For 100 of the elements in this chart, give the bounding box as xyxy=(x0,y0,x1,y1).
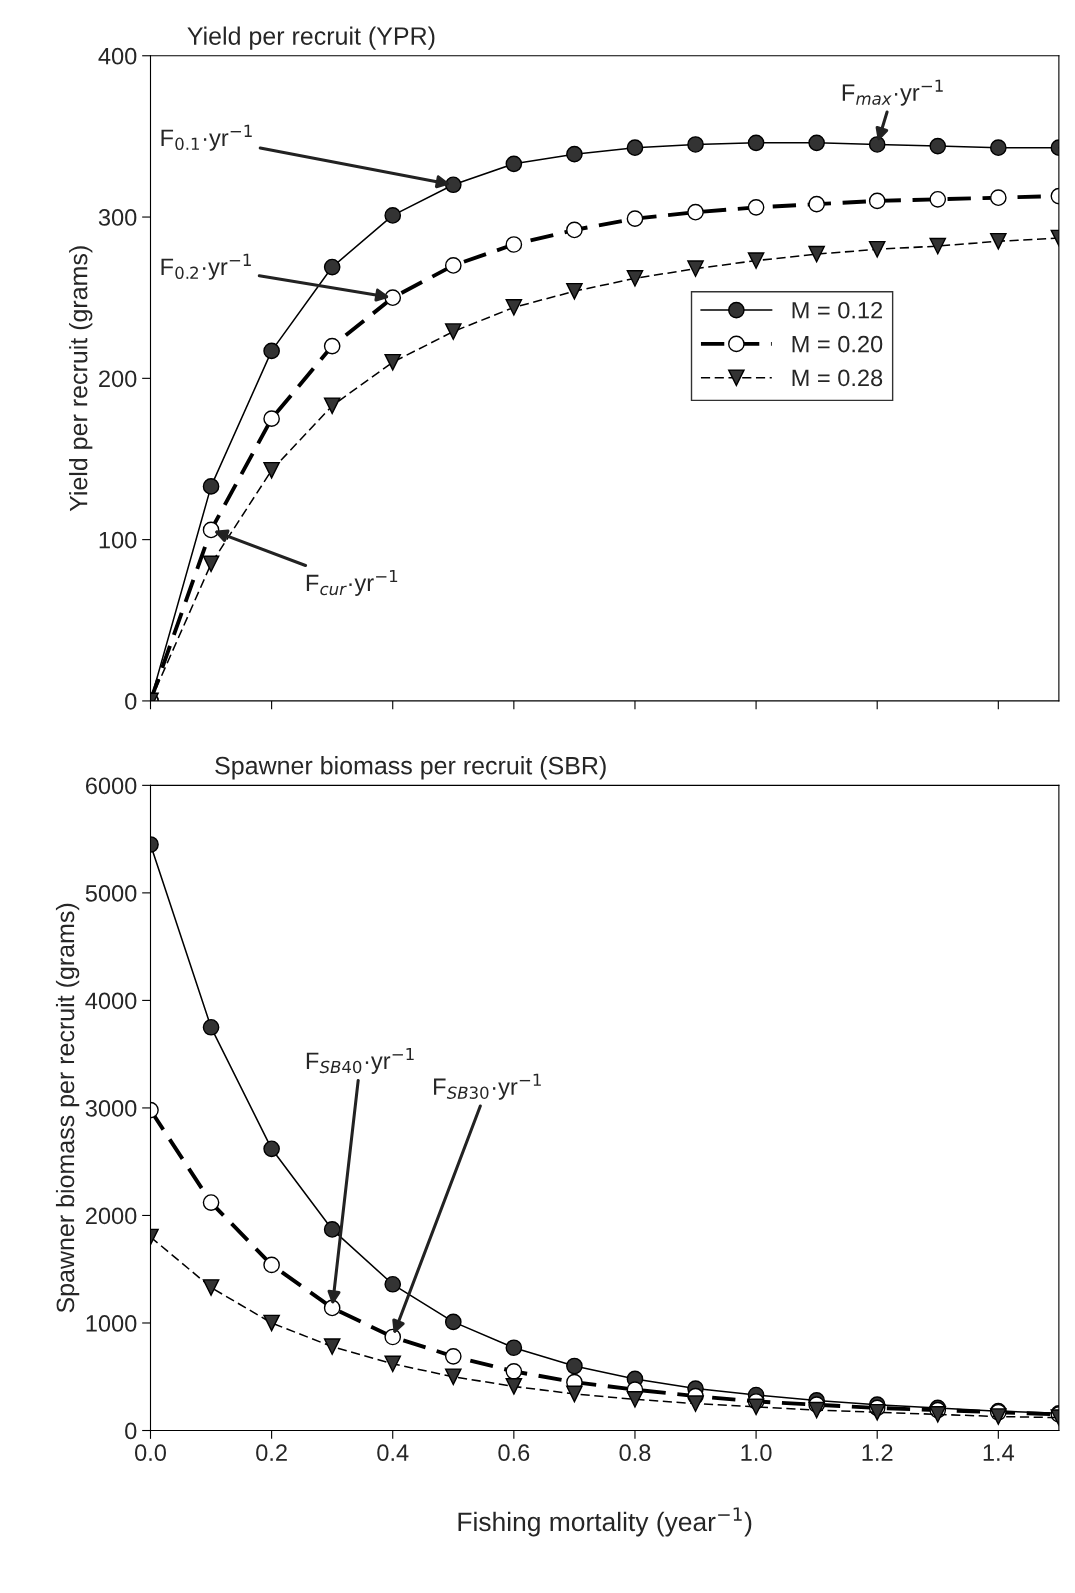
point xyxy=(444,176,462,194)
point xyxy=(808,195,825,213)
point xyxy=(626,270,644,287)
point xyxy=(323,337,341,355)
point xyxy=(687,203,704,221)
point xyxy=(687,1395,704,1412)
point xyxy=(929,237,947,255)
legend-label: M = 0.20 xyxy=(792,335,883,353)
point xyxy=(747,199,765,216)
point xyxy=(444,1313,462,1331)
point xyxy=(384,353,402,371)
point xyxy=(384,207,402,224)
x-tick-label: 1.0 xyxy=(741,1444,772,1462)
point xyxy=(263,1140,280,1158)
point xyxy=(202,521,220,539)
x-tick-label: 0.4 xyxy=(377,1444,409,1462)
point xyxy=(263,410,280,427)
point xyxy=(747,252,765,269)
annotation: F$_{0.1}$·yr$^{−1}$ xyxy=(161,124,252,151)
point xyxy=(929,1406,947,1423)
point xyxy=(323,258,341,276)
y-tick-label: 1000 xyxy=(86,1315,137,1332)
legend-label: M = 0.28 xyxy=(792,369,883,387)
point xyxy=(989,1408,1007,1425)
point xyxy=(202,478,220,495)
point xyxy=(989,139,1007,157)
legend-label: M = 0.12 xyxy=(792,301,883,319)
point xyxy=(626,139,644,157)
point xyxy=(323,1221,341,1238)
point xyxy=(384,289,402,307)
point xyxy=(202,555,220,573)
annotation: F$_{cur}$·yr$^{−1}$ xyxy=(306,569,398,596)
point xyxy=(566,1385,583,1403)
point xyxy=(808,134,825,152)
x-tick-label: 0.2 xyxy=(256,1444,287,1462)
point xyxy=(747,134,765,152)
y-axis-title: Spawner biomass per recruit (grams) xyxy=(55,903,80,1313)
point xyxy=(505,1363,523,1380)
y-tick-label: 2000 xyxy=(85,1207,137,1225)
x-tick-label: 0.0 xyxy=(135,1444,166,1462)
x-tick-label: 1.2 xyxy=(862,1444,893,1461)
y-tick-label: 3000 xyxy=(85,1100,137,1117)
point xyxy=(868,192,886,210)
point xyxy=(747,1398,765,1416)
y-tick-label: 6000 xyxy=(85,777,137,795)
y-tick-label: 400 xyxy=(98,47,137,65)
x-tick-label: 1.4 xyxy=(983,1444,1015,1461)
point xyxy=(202,1018,220,1036)
point xyxy=(868,1403,886,1421)
point xyxy=(808,245,825,263)
point xyxy=(566,1357,583,1375)
point xyxy=(687,260,704,277)
point xyxy=(505,236,523,253)
x-tick-label: 0.8 xyxy=(619,1444,651,1462)
point xyxy=(505,1378,523,1395)
point xyxy=(202,1194,220,1211)
point xyxy=(444,1368,462,1386)
x-axis-title: Fishing mortality (year$^{−1}$) xyxy=(458,1507,752,1537)
point xyxy=(989,189,1007,207)
annotation: F$_{max}$·yr$^{−1}$ xyxy=(842,79,943,106)
y-tick-label: 300 xyxy=(98,209,137,226)
point xyxy=(263,342,280,360)
chart-title: Yield per recruit (YPR) xyxy=(187,26,435,50)
point xyxy=(384,1275,402,1293)
point xyxy=(808,1401,825,1419)
point xyxy=(505,155,523,173)
y-tick-label: 0 xyxy=(125,692,137,710)
point xyxy=(505,299,523,316)
point xyxy=(384,1328,402,1346)
annotation: F$_{SB30}$·yr$^{−1}$ xyxy=(434,1073,541,1100)
point xyxy=(989,232,1007,250)
point xyxy=(505,1339,523,1357)
chart-title: Spawner biomass per recruit (SBR) xyxy=(215,756,606,780)
annotation: F$_{SB40}$·yr$^{−1}$ xyxy=(306,1047,414,1074)
point xyxy=(263,1314,280,1332)
annotation: F$_{0.2}$·yr$^{−1}$ xyxy=(161,253,251,280)
point xyxy=(626,1390,644,1408)
point xyxy=(626,210,644,227)
point xyxy=(263,461,280,479)
y-tick-label: 5000 xyxy=(85,884,137,902)
point xyxy=(444,323,462,340)
point xyxy=(444,1347,462,1365)
y-tick-label: 0 xyxy=(125,1422,137,1440)
point xyxy=(929,190,947,208)
point xyxy=(566,282,583,300)
point xyxy=(566,221,583,239)
point xyxy=(566,145,583,163)
point xyxy=(323,1299,341,1317)
point xyxy=(929,137,947,155)
point xyxy=(444,257,462,274)
point xyxy=(263,1256,280,1274)
point xyxy=(323,1338,341,1355)
y-tick-label: 100 xyxy=(99,531,137,549)
x-tick-label: 0.6 xyxy=(498,1444,530,1462)
y-tick-label: 4000 xyxy=(85,992,137,1010)
y-tick-label: 200 xyxy=(99,370,137,388)
y-axis-title: Yield per recruit (grams) xyxy=(69,246,93,512)
point xyxy=(868,136,886,153)
point xyxy=(384,1355,402,1373)
point xyxy=(868,240,886,258)
